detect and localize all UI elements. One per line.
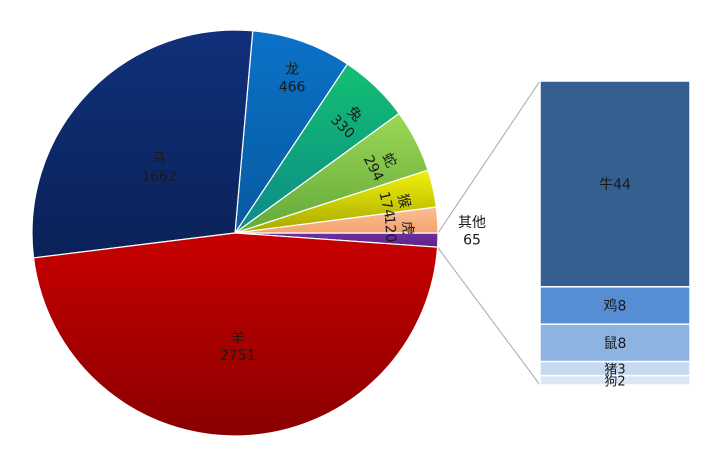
bar-segment-u725b: [539, 80, 691, 288]
data-label-u9f99: 龙 466: [279, 62, 306, 96]
data-label-u864e: 虎120: [381, 214, 416, 243]
data-label-u9a6c: 马 1662: [141, 152, 177, 186]
bar-label-u732a: 猪3: [604, 363, 625, 378]
connector-lines: [437, 80, 541, 386]
pie-slices: [31, 29, 439, 437]
data-label-u5176-4ed6: 其他 65: [458, 215, 486, 249]
bar-label-u9f20: 鼠8: [604, 336, 627, 352]
connector-line-bottom: [437, 246, 541, 386]
bar-label-u72d7: 狗2: [604, 374, 625, 389]
bar-segment-u72d7: [539, 374, 691, 386]
data-label-u7f8a: 羊 2751: [220, 330, 256, 364]
data-label-u7334: 猴174: [376, 186, 415, 220]
pie-slice-u9a6c: [31, 29, 254, 259]
pie-slice-u7f8a: [32, 232, 439, 437]
bar-label-u725b: 牛44: [599, 177, 631, 193]
bar-label-u9e21: 鸡8: [604, 297, 627, 314]
bar-segment-u9f20: [539, 323, 691, 363]
connector-line-top: [437, 80, 541, 234]
pie-slice-u9f99: [234, 30, 349, 234]
